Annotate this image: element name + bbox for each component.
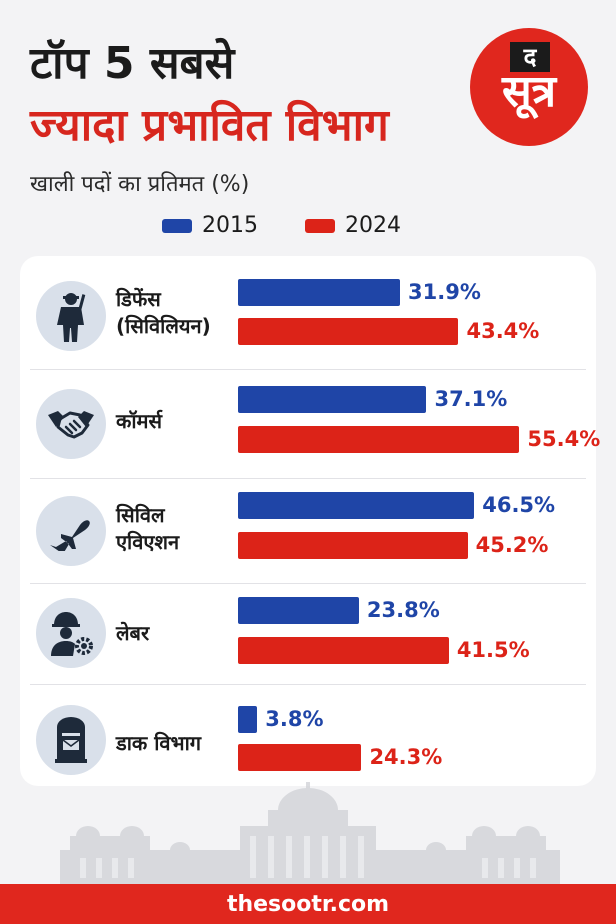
category-label-line: डिफेंस <box>116 287 161 311</box>
legend-label-2024: 2024 <box>345 213 401 238</box>
row-divider <box>30 684 586 685</box>
row-divider <box>30 478 586 479</box>
parliament-skyline <box>60 782 560 884</box>
brand-logo-main: सूत्र <box>501 66 557 117</box>
icon-circle-civil-aviation <box>36 496 106 566</box>
bar-commerce-2015 <box>238 386 427 413</box>
brand-logo-top: द <box>510 42 550 72</box>
icon-circle-postal <box>36 705 106 775</box>
bar-postal-2024 <box>238 744 362 771</box>
page-title-line2: ज्यादा प्रभावित विभाग <box>30 100 389 151</box>
category-label-line: (सिविलियन) <box>116 314 211 338</box>
legend-swatch-2015 <box>162 218 192 233</box>
row-divider <box>30 369 586 370</box>
airplane-icon <box>50 520 90 551</box>
value-label-labour-2024: 41.5% <box>456 638 530 662</box>
icon-circle-labour <box>36 598 106 668</box>
bar-labour-2015 <box>238 597 359 624</box>
category-label-civil-aviation: सिविल एविएशन <box>116 502 234 556</box>
legend-item-2024: 2024 <box>305 213 401 238</box>
value-label-civil-aviation-2024: 45.2% <box>475 533 549 557</box>
page-title-line1: टॉप 5 सबसे <box>30 38 235 89</box>
row-divider <box>30 583 586 584</box>
legend-label-2015: 2015 <box>202 213 258 238</box>
soldier-icon <box>57 293 86 342</box>
footer-bar: thesootr.com <box>0 884 616 924</box>
category-label-commerce: कॉमर्स <box>116 408 234 435</box>
category-label-line: डाक विभाग <box>116 731 202 755</box>
value-label-labour-2015: 23.8% <box>366 598 440 622</box>
legend-swatch-2024 <box>305 218 335 233</box>
icon-circle-commerce <box>36 389 106 459</box>
bar-labour-2024 <box>238 637 449 664</box>
worker-gear-icon <box>51 612 93 656</box>
category-label-line: कॉमर्स <box>116 409 163 433</box>
value-label-postal-2015: 3.8% <box>265 707 324 731</box>
value-label-civil-aviation-2015: 46.5% <box>482 493 556 517</box>
bar-civil-aviation-2024 <box>238 532 468 559</box>
postbox-icon <box>55 717 87 763</box>
bar-civil-aviation-2015 <box>238 492 475 519</box>
category-label-line: लेबर <box>116 621 150 645</box>
icon-circle-defence <box>36 281 106 351</box>
bar-defence-2015 <box>238 279 401 306</box>
category-label-postal: डाक विभाग <box>116 730 234 757</box>
category-label-labour: लेबर <box>116 620 234 647</box>
category-label-defence: डिफेंस (सिविलियन) <box>116 286 234 340</box>
legend-item-2015: 2015 <box>162 213 258 238</box>
bar-commerce-2024 <box>238 426 520 453</box>
category-label-line: सिविल <box>116 503 165 527</box>
handshake-icon <box>48 411 94 439</box>
chart-subtitle: खाली पदों का प्रतिमत (%) <box>30 172 250 197</box>
brand-logo: द सूत्र <box>470 28 588 146</box>
bar-postal-2015 <box>238 706 258 733</box>
value-label-commerce-2024: 55.4% <box>527 427 601 451</box>
footer-website[interactable]: thesootr.com <box>226 891 390 917</box>
value-label-postal-2024: 24.3% <box>369 745 443 769</box>
bar-defence-2024 <box>238 318 459 345</box>
value-label-commerce-2015: 37.1% <box>434 387 508 411</box>
value-label-defence-2024: 43.4% <box>466 319 540 343</box>
category-label-line: एविएशन <box>116 530 180 554</box>
value-label-defence-2015: 31.9% <box>408 280 481 304</box>
chart-legend: 2015 2024 <box>0 213 616 243</box>
